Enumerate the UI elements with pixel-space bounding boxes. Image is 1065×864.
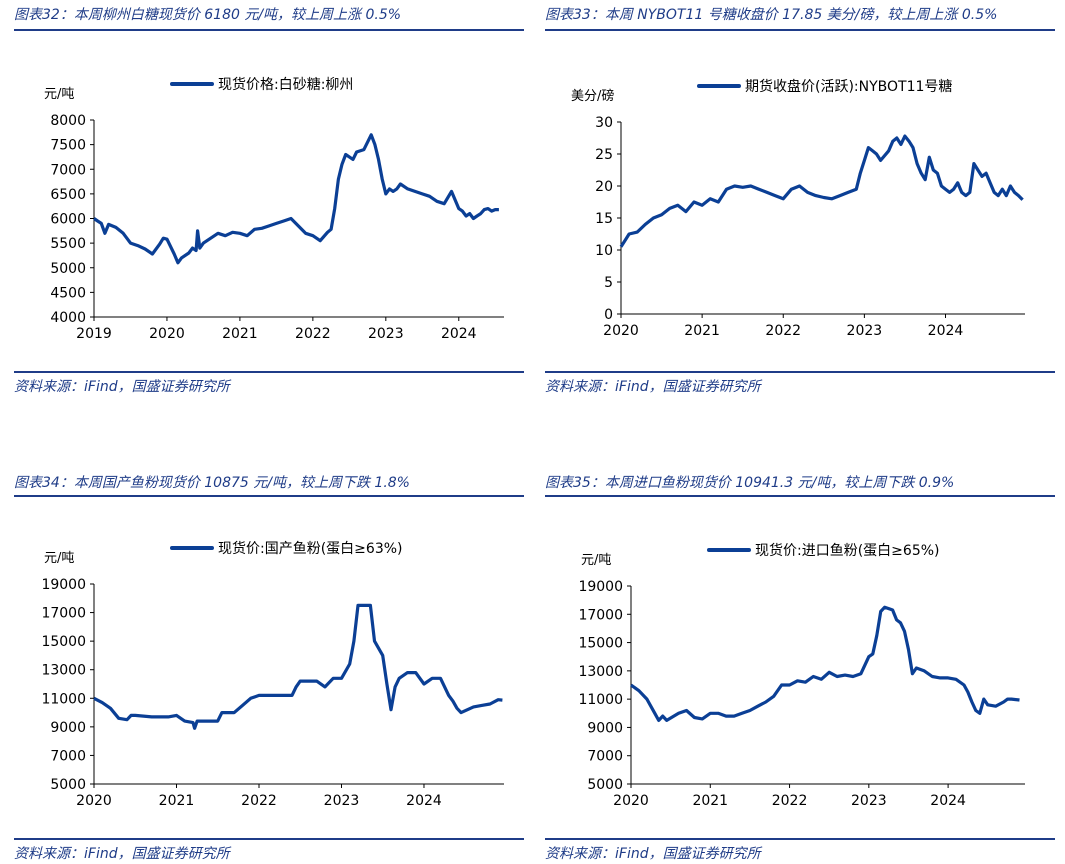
source-rule [545, 371, 1055, 373]
x-tick-label: 2022 [772, 793, 808, 809]
x-tick-label: 2021 [692, 793, 728, 809]
x-tick-label: 2021 [159, 793, 195, 809]
y-tick-label: 30 [595, 115, 613, 131]
y-tick-label: 6000 [50, 212, 86, 228]
x-tick-label: 2019 [76, 326, 112, 342]
source-rule [14, 371, 524, 373]
source-rule [545, 838, 1055, 840]
y-tick-label: 11000 [41, 691, 86, 707]
series-line [630, 605, 1020, 722]
y-axis-unit: 元/吨 [44, 87, 74, 102]
y-tick-label: 5000 [50, 261, 86, 277]
source-note: 资料来源：iFind，国盛证券研究所 [545, 379, 761, 395]
legend-label: 现货价:国产鱼粉(蛋白≥63%) [218, 540, 403, 557]
y-tick-label: 19000 [578, 579, 623, 595]
source-note: 资料来源：iFind，国盛证券研究所 [545, 846, 761, 862]
y-tick-label: 5500 [50, 236, 86, 252]
y-tick-label: 0 [604, 307, 613, 323]
y-axis-unit: 美分/磅 [571, 88, 614, 104]
y-tick-label: 4500 [50, 285, 86, 301]
y-tick-label: 5000 [587, 777, 623, 793]
y-axis-unit: 元/吨 [581, 553, 611, 568]
x-tick-label: 2023 [851, 793, 887, 809]
x-tick-label: 2020 [603, 323, 639, 339]
y-tick-label: 15000 [41, 634, 86, 650]
y-tick-label: 25 [595, 147, 613, 163]
x-tick-label: 2022 [241, 793, 277, 809]
x-tick-label: 2020 [149, 326, 185, 342]
y-tick-label: 5 [604, 275, 613, 291]
y-tick-label: 19000 [41, 577, 86, 593]
chart-panel-3: 图表34：本周国产鱼粉现货价 10875 元/吨，较上周下跌 1.8% 5000… [14, 470, 524, 864]
chart-panel-1: 图表32：本周柳州白糖现货价 6180 元/吨，较上周上涨 0.5% 4000 4… [14, 0, 524, 400]
y-axis-unit: 元/吨 [44, 551, 74, 566]
y-tick-label: 9000 [587, 720, 623, 736]
y-tick-label: 7000 [50, 162, 86, 178]
y-tick-label: 9000 [50, 720, 86, 736]
figure-caption: 图表35：本周进口鱼粉现货价 10941.3 元/吨，较上周下跌 0.9% [545, 475, 955, 491]
y-tick-label: 13000 [578, 664, 623, 680]
y-tick-label: 10 [595, 243, 613, 259]
chart-panel-2: 图表33：本周 NYBOT11 号糖收盘价 17.85 美分/磅，较上周上涨 0… [545, 0, 1055, 400]
x-tick-label: 2021 [684, 323, 720, 339]
x-tick-label: 2024 [406, 793, 442, 809]
y-tick-label: 15000 [578, 636, 623, 652]
y-tick-label: 7000 [50, 748, 86, 764]
x-tick-label: 2020 [613, 793, 649, 809]
x-tick-label: 2024 [441, 326, 477, 342]
figure-caption: 图表34：本周国产鱼粉现货价 10875 元/吨，较上周下跌 1.8% [14, 475, 410, 491]
y-tick-label: 11000 [578, 692, 623, 708]
legend-label: 现货价:进口鱼粉(蛋白≥65%) [755, 542, 940, 559]
series-line [619, 134, 1024, 248]
y-tick-label: 13000 [41, 663, 86, 679]
y-tick-label: 4000 [50, 310, 86, 326]
chart-panel-4: 图表35：本周进口鱼粉现货价 10941.3 元/吨，较上周下跌 0.9% 50… [545, 470, 1055, 864]
source-note: 资料来源：iFind，国盛证券研究所 [14, 846, 230, 862]
y-tick-label: 20 [595, 179, 613, 195]
caption-rule [14, 29, 524, 31]
y-tick-label: 5000 [50, 777, 86, 793]
y-tick-label: 7500 [50, 138, 86, 154]
x-tick-label: 2024 [930, 793, 966, 809]
x-tick-label: 2024 [928, 323, 964, 339]
chart-svg: 5000 7000 9000 11000 13000 15000 17000 19000 202… [578, 542, 1025, 809]
x-tick-label: 2023 [368, 326, 404, 342]
chart-svg: 5000 7000 9000 11000 13000 15000 17000 19000 202… [41, 540, 504, 809]
caption-rule [14, 495, 524, 497]
x-tick-label: 2020 [76, 793, 112, 809]
series-line [93, 603, 503, 730]
caption-rule [545, 29, 1055, 31]
figure-caption: 图表32：本周柳州白糖现货价 6180 元/吨，较上周上涨 0.5% [14, 7, 402, 23]
caption-rule [545, 495, 1055, 497]
y-tick-label: 17000 [41, 606, 86, 622]
chart-svg: 4000 4500 5000 5500 6000 6500 7000 7500 8000 2019… [44, 76, 504, 342]
y-tick-label: 6500 [50, 187, 86, 203]
chart-svg: 0 5 10 15 20 25 30 2020 2021 2022 2023 2024 美分/磅 期货收盘… [571, 78, 1025, 339]
source-note: 资料来源：iFind，国盛证券研究所 [14, 379, 230, 395]
series-line [93, 133, 499, 265]
x-tick-label: 2023 [847, 323, 883, 339]
y-tick-label: 8000 [50, 113, 86, 129]
legend-label: 现货价格:白砂糖:柳州 [218, 76, 353, 93]
figure-caption: 图表33：本周 NYBOT11 号糖收盘价 17.85 美分/磅，较上周上涨 0… [545, 7, 998, 23]
y-tick-label: 15 [595, 211, 613, 227]
source-rule [14, 838, 524, 840]
x-tick-label: 2022 [765, 323, 801, 339]
x-tick-label: 2022 [295, 326, 331, 342]
x-tick-label: 2021 [222, 326, 258, 342]
y-tick-label: 17000 [578, 607, 623, 623]
legend-label: 期货收盘价(活跃):NYBOT11号糖 [745, 78, 952, 95]
x-tick-label: 2023 [324, 793, 360, 809]
y-tick-label: 7000 [587, 749, 623, 765]
